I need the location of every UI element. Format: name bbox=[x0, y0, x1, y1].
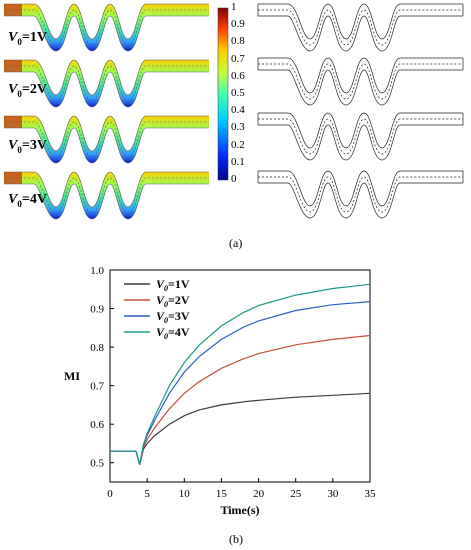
x-tick-label: 5 bbox=[144, 488, 150, 500]
series-line bbox=[110, 301, 371, 465]
colorbar-tick-label: 0.2 bbox=[231, 138, 245, 151]
caption-a: (a) bbox=[229, 236, 243, 250]
colorbar-tick-label: 0.1 bbox=[231, 155, 245, 168]
legend-entry: V0=3V bbox=[156, 309, 190, 325]
contour-panel-1 bbox=[3, 3, 210, 52]
contour-panel-4 bbox=[3, 171, 210, 220]
voltage-label-2: V0=2V bbox=[8, 82, 47, 99]
series-line bbox=[110, 334, 371, 465]
legend-entry: V0=4V bbox=[156, 325, 190, 341]
colorbar-tick-label: 0.6 bbox=[231, 69, 245, 82]
contour-panel-2 bbox=[3, 59, 210, 108]
y-tick-label: 0.7 bbox=[90, 381, 104, 393]
y-tick-label: 0.6 bbox=[90, 419, 104, 431]
voltage-label-4: V0=4V bbox=[8, 192, 47, 209]
voltage-label-1: V0=1V bbox=[8, 30, 47, 47]
mi-line-chart: 0 5 10 15 20 25 30 35 0.5 0.6 0.7 0.8 0.9 1.0 Time(s) M… bbox=[64, 265, 377, 517]
caption-b: (b) bbox=[229, 532, 243, 546]
streamline-panel-2 bbox=[257, 57, 464, 106]
x-tick-label: 30 bbox=[327, 488, 339, 500]
y-axis-label: MI bbox=[64, 369, 80, 383]
legend-entry: V0=2V bbox=[156, 293, 190, 309]
voltage-label-3: V0=3V bbox=[8, 138, 47, 155]
legend-entry: V0=1V bbox=[156, 277, 190, 293]
y-tick-label: 0.9 bbox=[90, 304, 104, 316]
figure-a bbox=[3, 3, 464, 220]
y-tick-label: 0.5 bbox=[90, 458, 104, 470]
colorbar-tick-label: 0.3 bbox=[231, 121, 245, 134]
colorbar-tick-label: 0.4 bbox=[231, 104, 245, 117]
streamline-panel-3 bbox=[257, 112, 464, 161]
x-axis-label: Time(s) bbox=[220, 503, 259, 517]
y-tick-label: 0.8 bbox=[90, 342, 104, 354]
streamline-panel-1 bbox=[257, 3, 464, 52]
y-tick-label: 1.0 bbox=[90, 265, 104, 277]
plot-frame bbox=[109, 269, 371, 483]
colorbar-tick-label: 0 bbox=[231, 173, 237, 185]
x-tick-label: 10 bbox=[179, 488, 191, 500]
x-tick-label: 25 bbox=[290, 488, 302, 500]
colorbar-tick-label: 0.5 bbox=[231, 87, 245, 99]
colorbar-tick-label: 0.9 bbox=[231, 18, 245, 31]
streamline-panel-4 bbox=[257, 170, 464, 219]
x-tick-label: 15 bbox=[216, 488, 228, 500]
colorbar bbox=[217, 7, 229, 181]
x-tick-label: 20 bbox=[253, 488, 265, 500]
colorbar-tick-label: 1 bbox=[231, 1, 237, 13]
colorbar-tick-label: 0.7 bbox=[231, 52, 245, 65]
series-line bbox=[110, 283, 371, 465]
x-tick-label: 0 bbox=[107, 488, 113, 500]
contour-panel-3 bbox=[3, 115, 210, 164]
x-tick-label: 35 bbox=[365, 488, 377, 500]
colorbar-tick-label: 0.8 bbox=[231, 35, 245, 48]
